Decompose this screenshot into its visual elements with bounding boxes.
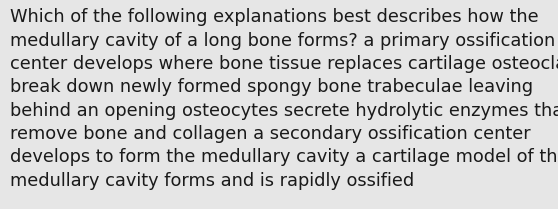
Text: Which of the following explanations best describes how the
medullary cavity of a: Which of the following explanations best… <box>10 8 558 190</box>
